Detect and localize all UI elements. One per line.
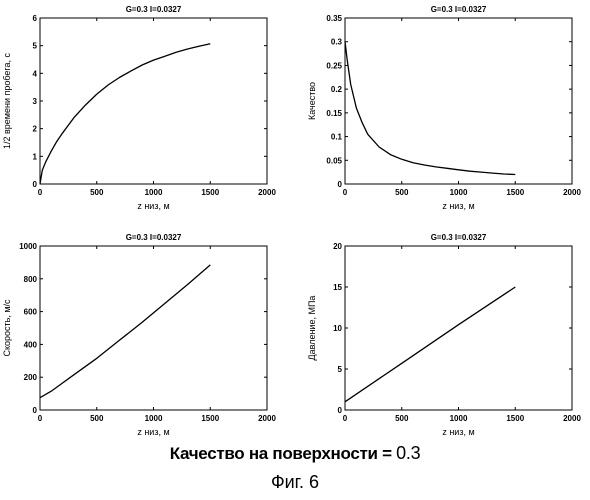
y-tick-label: 0.1 [331,133,343,142]
x-tick-label: 2000 [258,188,276,197]
y-tick-label: 0.15 [326,109,342,118]
x-tick-label: 1500 [506,188,524,197]
chart-panel-2: G=0.3 I=0.0327 0 500 1000 1500 2000 0 0.05 0.1 0.… [307,5,581,211]
y-tick-label: 3 [33,97,38,106]
panel-title: G=0.3 I=0.0327 [431,5,487,14]
y-tick-label: 5 [338,365,343,374]
y-tick-label: 600 [24,308,38,317]
figure-caption: Качество на поверхности = 0.3 [0,443,590,464]
x-tick-label: 500 [90,188,104,197]
y-axis-label: Давление, МПа [307,296,317,361]
y-tick-label: 0.2 [331,85,343,94]
y-tick-label: 200 [24,373,38,382]
y-axis-label: 1/2 времени пробега, с [2,52,12,149]
x-axis-label: z низ, м [137,201,169,211]
x-tick-label: 0 [38,188,43,197]
y-tick-label: 1 [33,152,38,161]
x-tick-label: 0 [343,414,348,423]
y-tick-label: 4 [33,69,38,78]
x-tick-label: 500 [395,188,409,197]
plot-frame [40,246,267,410]
y-tick-label: 1000 [19,242,37,251]
chart-panel-4: G=0.3 I=0.0327 0 500 1000 1500 2000 0 5 10 15 20 z … [307,233,581,437]
y-tick-label: 2 [33,125,38,134]
x-axis-label: z низ, м [137,427,169,437]
caption-label: Качество на поверхности = [170,444,392,463]
y-tick-label: 10 [333,324,342,333]
x-tick-label: 2000 [563,414,581,423]
y-tick-label: 0 [33,406,38,415]
y-tick-label: 0 [338,406,343,415]
x-axis-label: z низ, м [442,427,474,437]
x-tick-label: 500 [90,414,104,423]
x-tick-label: 1500 [201,188,219,197]
plot-frame [345,246,572,410]
x-tick-label: 1000 [145,188,163,197]
series-line-1 [40,265,210,398]
x-tick-label: 1000 [145,414,163,423]
y-tick-label: 0.3 [331,38,343,47]
y-axis-label: Качество [307,82,317,120]
y-tick-label: 6 [33,14,38,23]
x-tick-label: 1000 [450,414,468,423]
x-tick-label: 2000 [563,188,581,197]
panel-title: G=0.3 I=0.0327 [126,233,182,242]
panel-title: G=0.3 I=0.0327 [126,5,182,14]
y-tick-label: 400 [24,340,38,349]
y-tick-label: 0.25 [326,61,342,70]
figure-number: Фиг. 6 [0,472,590,493]
x-tick-label: 1000 [450,188,468,197]
x-tick-label: 2000 [258,414,276,423]
plot-frame [345,18,572,184]
x-tick-label: 1500 [506,414,524,423]
series-line-1 [40,44,210,184]
x-tick-label: 1500 [201,414,219,423]
y-tick-label: 800 [24,275,38,284]
chart-panel-1: G=0.3 I=0.0327 0 500 1000 1500 2000 0 1 2 3 4 5 6 z н… [2,5,276,211]
series-line-1 [345,42,515,175]
x-tick-label: 0 [38,414,43,423]
chart-panel-3: G=0.3 I=0.0327 0 500 1000 1500 2000 0 200 400 600… [2,233,276,437]
y-tick-label: 0 [338,180,343,189]
y-tick-label: 0.05 [326,156,342,165]
x-axis-label: z низ, м [442,201,474,211]
y-tick-label: 0.35 [326,14,342,23]
y-tick-label: 20 [333,242,342,251]
y-axis-label: Скорость, м/с [2,299,12,357]
y-tick-label: 0 [33,180,38,189]
x-tick-label: 500 [395,414,409,423]
y-tick-label: 5 [33,42,38,51]
caption-value: 0.3 [396,443,420,463]
figure-chart-grid: G=0.3 I=0.032705001000150020000123456z н… [0,0,590,460]
plot-frame [40,18,267,184]
panel-title: G=0.3 I=0.0327 [431,233,487,242]
x-tick-label: 0 [343,188,348,197]
series-line-1 [345,287,515,402]
y-tick-label: 15 [333,283,342,292]
